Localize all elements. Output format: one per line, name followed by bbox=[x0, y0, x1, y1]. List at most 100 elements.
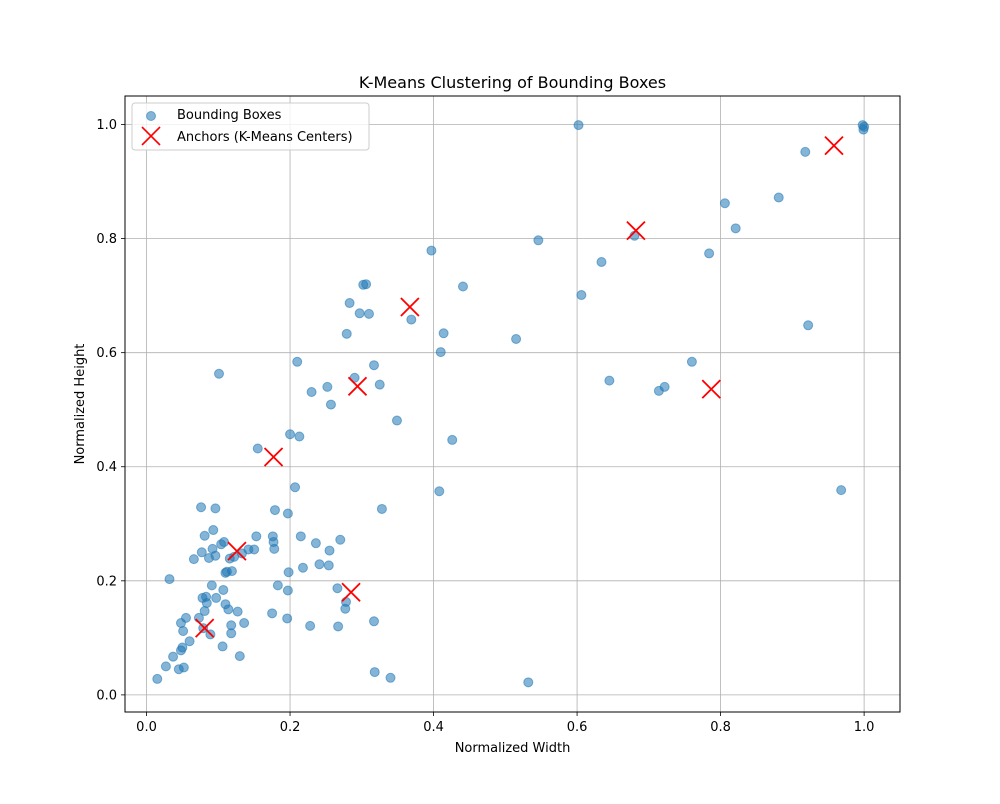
y-tick-label: 0.8 bbox=[96, 232, 117, 247]
bounding-box-point bbox=[773, 192, 784, 203]
anchor-markers bbox=[195, 135, 844, 638]
x-tick-label: 1.0 bbox=[854, 720, 875, 735]
bounding-box-point bbox=[435, 347, 446, 358]
grid bbox=[125, 96, 900, 712]
y-axis-label: Normalized Height bbox=[73, 344, 88, 465]
bounding-box-point bbox=[152, 673, 163, 684]
bounding-box-point bbox=[344, 298, 355, 309]
bounding-box-point bbox=[447, 434, 458, 445]
x-tick-label: 0.6 bbox=[567, 720, 588, 735]
bounding-box-point bbox=[332, 583, 343, 594]
bounding-box-point bbox=[438, 328, 449, 339]
bounding-box-point bbox=[297, 562, 308, 573]
bounding-box-point bbox=[800, 146, 811, 157]
bounding-box-point bbox=[267, 608, 278, 619]
y-axis-ticks: 0.0 0.2 0.4 0.6 0.8 1.0 bbox=[96, 118, 125, 703]
bounding-box-point bbox=[836, 485, 847, 496]
bounding-box-point bbox=[573, 120, 584, 131]
bounding-box-point bbox=[199, 530, 210, 541]
bounding-box-point bbox=[251, 531, 262, 542]
bounding-box-point bbox=[198, 623, 209, 634]
bounding-box-point bbox=[282, 613, 293, 624]
anchor-marker bbox=[195, 618, 215, 638]
bounding-box-point bbox=[511, 333, 522, 344]
bounding-box-point bbox=[341, 596, 352, 607]
bounding-box-point bbox=[272, 580, 283, 591]
bounding-box-point bbox=[335, 534, 346, 545]
bounding-box-point bbox=[210, 550, 221, 561]
bounding-box-point bbox=[859, 121, 870, 132]
legend-box bbox=[131, 102, 370, 151]
x-axis-ticks: 0.0 0.2 0.4 0.6 0.8 1.0 bbox=[136, 712, 874, 735]
bounding-box-point bbox=[324, 545, 335, 556]
bounding-box-point bbox=[292, 356, 303, 367]
bounding-box-point bbox=[604, 375, 615, 386]
bounding-box-point bbox=[285, 429, 296, 440]
bounding-box-point bbox=[385, 672, 396, 683]
bounding-box-point bbox=[252, 443, 263, 454]
bounding-box-point bbox=[269, 543, 280, 554]
bounding-box-point bbox=[282, 585, 293, 596]
bounding-box-point bbox=[160, 661, 171, 672]
bounding-box-point bbox=[704, 248, 715, 259]
bounding-box-point bbox=[306, 387, 317, 398]
bounding-box-point bbox=[223, 604, 234, 615]
bounding-box-point bbox=[164, 574, 175, 585]
bounding-box-point bbox=[217, 641, 228, 652]
bounding-box-point bbox=[322, 381, 333, 392]
y-tick-label: 1.0 bbox=[96, 118, 117, 133]
bounding-box-point bbox=[206, 580, 217, 591]
anchor-marker bbox=[347, 376, 368, 396]
bounding-box-point bbox=[218, 584, 229, 595]
bounding-box-point bbox=[369, 667, 380, 678]
y-tick-label: 0.4 bbox=[96, 460, 117, 475]
bounding-box-point bbox=[659, 381, 670, 392]
anchor-marker bbox=[263, 447, 284, 467]
legend-marker-anchors bbox=[141, 126, 161, 146]
bounding-box-point bbox=[434, 486, 445, 497]
bounding-box-point bbox=[211, 592, 222, 603]
anchor-marker bbox=[400, 297, 420, 317]
bounding-box-point bbox=[310, 538, 321, 549]
bounding-box-point bbox=[188, 554, 199, 565]
bounding-box-point bbox=[333, 621, 344, 632]
bounding-box-point bbox=[178, 626, 189, 637]
bounding-box-point bbox=[576, 290, 587, 301]
bounding-box-point bbox=[374, 379, 385, 390]
x-tick-label: 0.2 bbox=[280, 720, 301, 735]
bounding-box-point bbox=[523, 677, 534, 688]
bounding-box-point bbox=[226, 566, 237, 577]
bounding-box-point bbox=[239, 618, 250, 629]
anchor-marker bbox=[701, 379, 721, 399]
bounding-box-point bbox=[406, 314, 417, 325]
bounding-box-point bbox=[533, 235, 544, 246]
x-tick-label: 0.8 bbox=[710, 720, 731, 735]
bounding-box-point bbox=[325, 399, 336, 410]
bounding-box-point bbox=[196, 502, 207, 513]
anchor-marker bbox=[227, 541, 247, 561]
bounding-box-point bbox=[369, 616, 380, 627]
bounding-box-point bbox=[305, 620, 316, 631]
x-axis-label: Normalized Width bbox=[455, 741, 571, 756]
bounding-box-point bbox=[457, 281, 468, 292]
bounding-box-point bbox=[196, 547, 207, 558]
bounding-box-point bbox=[232, 606, 243, 617]
bounding-box-point bbox=[249, 544, 260, 555]
y-tick-label: 0.6 bbox=[96, 346, 117, 361]
bounding-box-point bbox=[226, 628, 237, 639]
bounding-box-point bbox=[184, 636, 195, 647]
legend-label-anchors: Anchors (K-Means Centers) bbox=[177, 130, 353, 145]
anchor-marker bbox=[341, 582, 361, 602]
bounding-box-point bbox=[363, 308, 374, 319]
bounding-box-point bbox=[282, 508, 293, 519]
bounding-box-point bbox=[201, 598, 212, 609]
bounding-box-point bbox=[323, 560, 334, 571]
x-tick-label: 0.4 bbox=[423, 720, 444, 735]
bounding-box-point bbox=[290, 482, 301, 493]
bounding-box-point bbox=[341, 328, 352, 339]
bounding-box-point bbox=[214, 368, 225, 379]
bounding-box-point bbox=[686, 356, 697, 367]
anchor-marker bbox=[824, 135, 844, 156]
bounding-box-point bbox=[180, 612, 191, 623]
